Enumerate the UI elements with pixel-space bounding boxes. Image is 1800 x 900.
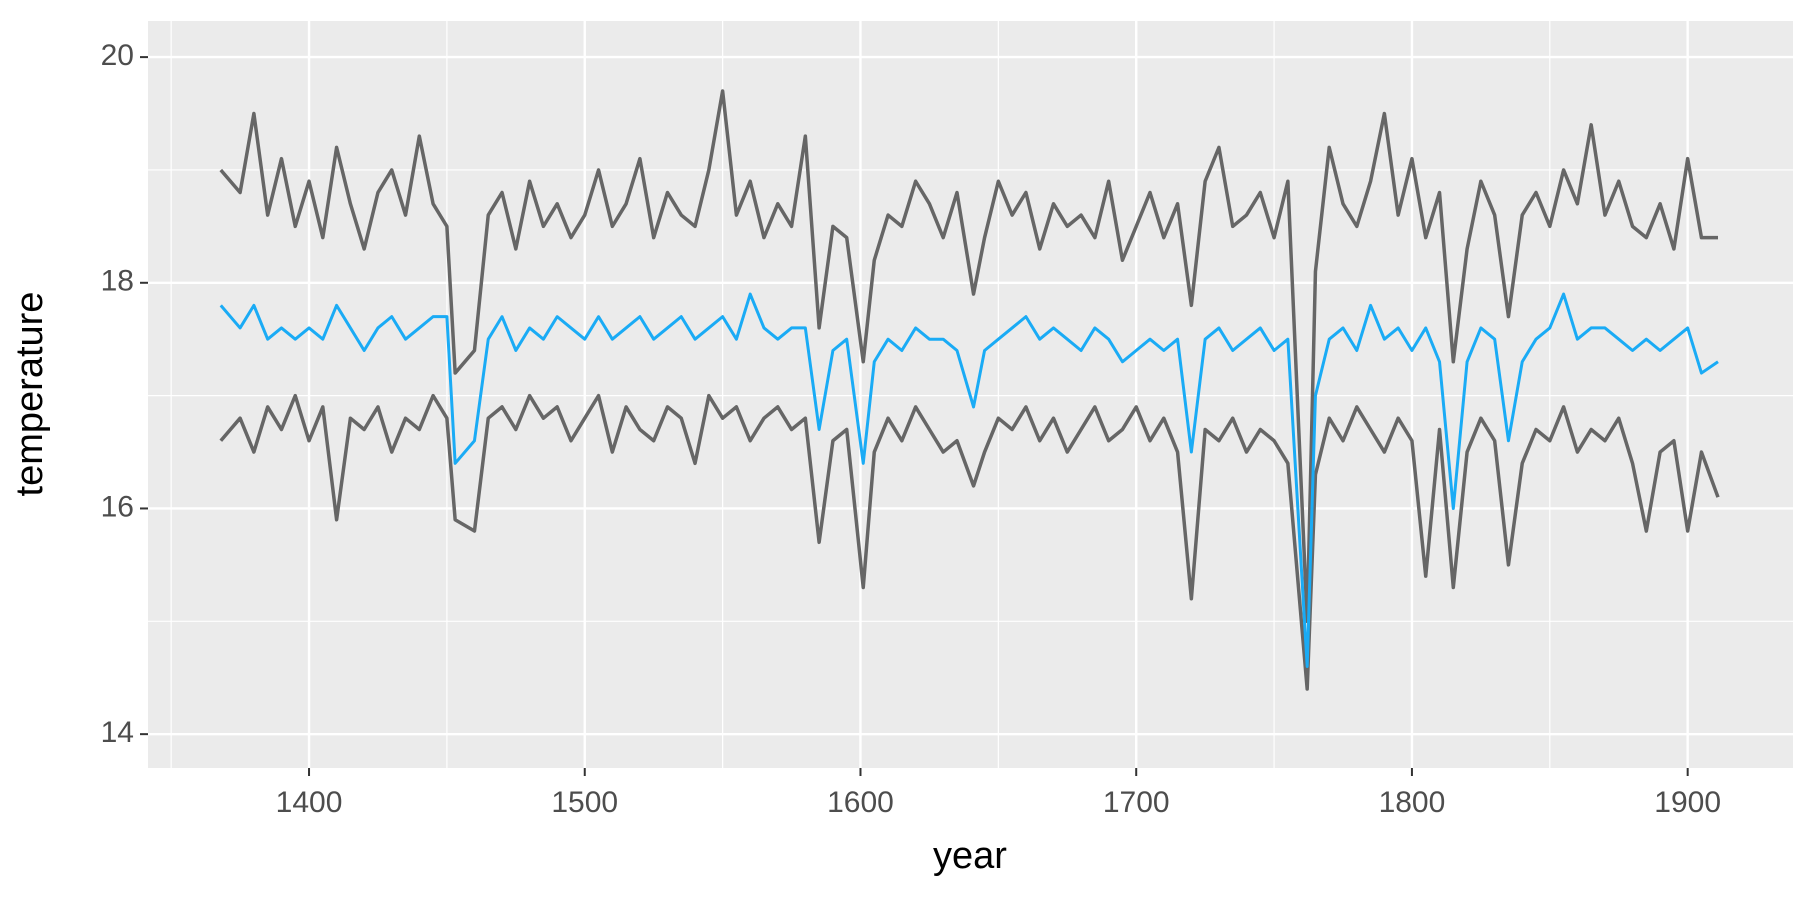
series-line bbox=[219, 393, 1720, 691]
series-line bbox=[219, 89, 1718, 624]
x-tick-label: 1500 bbox=[551, 786, 618, 819]
x-tick-label: 1900 bbox=[1654, 786, 1721, 819]
y-tick-label: 18 bbox=[101, 265, 134, 298]
x-tick-label: 1800 bbox=[1379, 786, 1446, 819]
x-tick-label: 1600 bbox=[827, 786, 894, 819]
x-axis-title: year bbox=[933, 835, 1007, 877]
y-tick-label: 14 bbox=[101, 716, 134, 749]
y-axis-title: temperature bbox=[9, 292, 51, 497]
x-tick-label: 1400 bbox=[276, 786, 343, 819]
y-tick-label: 20 bbox=[101, 39, 134, 72]
x-tick-label: 1700 bbox=[1103, 786, 1170, 819]
y-tick-label: 16 bbox=[101, 490, 134, 523]
series-line bbox=[219, 292, 1719, 668]
